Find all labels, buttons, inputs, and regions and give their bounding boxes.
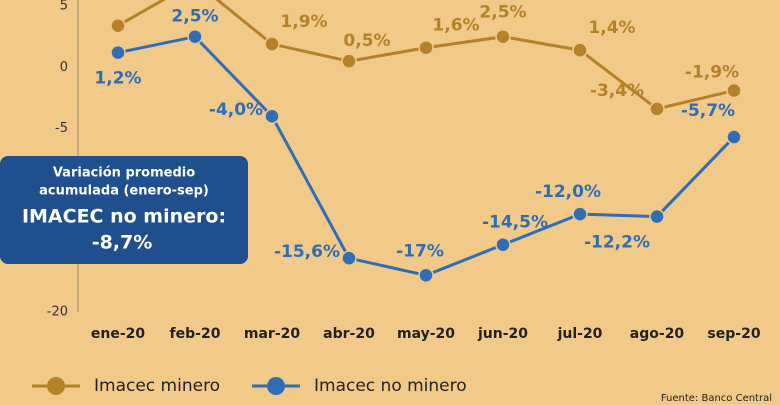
box-value: -8,7% [92, 232, 153, 254]
summary-box [0, 156, 248, 264]
point [495, 236, 511, 253]
box-text: Variación promedio [53, 166, 195, 181]
point [341, 53, 357, 69]
x-tick-label: jul-20 [557, 326, 603, 342]
value-label: -15,6% [274, 242, 340, 262]
x-tick-label: jun-20 [477, 326, 528, 342]
value-label: -17% [396, 241, 444, 261]
x-tick-label: sep-20 [707, 326, 760, 342]
x-tick-label: mar-20 [244, 326, 300, 342]
point [495, 28, 511, 45]
point [110, 17, 126, 34]
legend-marker [47, 377, 65, 395]
y-tick-label: 5 [60, 0, 68, 14]
point [649, 208, 665, 225]
value-label: -4,0% [209, 100, 263, 120]
box-text: acumulada (enero-sep) [39, 184, 209, 199]
value-label: 1,2% [94, 69, 141, 89]
legend-marker [267, 377, 285, 395]
value-label: -12,0% [535, 182, 601, 202]
value-label: 1,4% [588, 18, 635, 38]
x-tick-label: may-20 [397, 326, 455, 342]
legend-label: Imacec no minero [314, 376, 467, 396]
y-tick-label: -5 [55, 121, 68, 136]
value-label: -3,4% [590, 81, 644, 101]
y-tick-label: -20 [47, 305, 68, 320]
point [726, 129, 742, 145]
value-label: -5,7% [681, 101, 735, 121]
legend-label: Imacec minero [94, 376, 220, 396]
value-label: 2,5% [479, 3, 526, 23]
x-tick-label: feb-20 [170, 326, 221, 342]
point [264, 36, 280, 52]
point [110, 44, 126, 61]
x-tick-label: abr-20 [323, 326, 375, 342]
point [418, 267, 434, 284]
point [418, 39, 434, 56]
point [187, 28, 203, 45]
point [726, 82, 742, 99]
y-tick-label: 0 [60, 60, 68, 75]
box-text: IMACEC no minero: [22, 206, 226, 228]
point [572, 42, 588, 58]
value-label: -12,2% [584, 233, 650, 253]
source: Fuente: Banco Central [661, 393, 772, 404]
point [649, 101, 665, 117]
x-tick-label: ago-20 [630, 326, 685, 342]
value-label: 2,5% [171, 7, 218, 27]
point [264, 108, 280, 124]
x-tick-label: ene-20 [91, 326, 146, 342]
value-label: 0,5% [343, 31, 390, 51]
value-label: 1,9% [280, 12, 327, 32]
point [572, 206, 588, 222]
value-label: 1,6% [432, 16, 479, 36]
plot-area [110, 0, 742, 284]
value-label: -1,9% [685, 63, 739, 83]
point [341, 250, 357, 266]
value-label: -14,5% [482, 213, 548, 233]
